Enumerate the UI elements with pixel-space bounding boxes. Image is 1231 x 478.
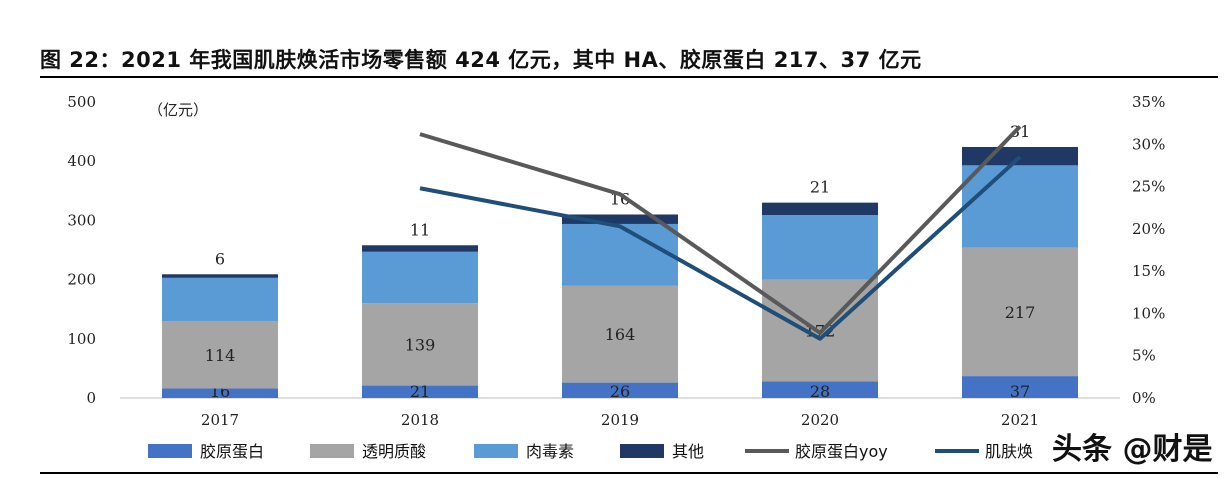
data-label: 217 <box>1005 303 1036 322</box>
y2-tick-label: 20% <box>1132 220 1165 238</box>
series-line <box>419 125 1022 335</box>
bar-segment <box>762 202 878 216</box>
data-label: 11 <box>410 220 430 239</box>
bar-segment <box>362 385 478 398</box>
bar-segment <box>762 215 878 280</box>
y-tick-label: 0 <box>86 389 96 407</box>
data-label: 31 <box>1010 122 1030 141</box>
bar-segment <box>162 388 278 398</box>
data-label: 139 <box>405 335 436 354</box>
data-label: 164 <box>605 325 636 344</box>
y2-tick-label: 5% <box>1132 347 1156 365</box>
bar-segment <box>562 382 678 398</box>
bar-segment <box>162 277 278 322</box>
bar-segment <box>762 381 878 398</box>
x-tick-label: 2021 <box>1001 411 1039 429</box>
y-tick-label: 400 <box>67 152 96 170</box>
watermark: 头条 @财是 <box>1052 432 1213 467</box>
data-label: 37 <box>1010 382 1030 401</box>
y-tick-label: 500 <box>67 93 96 111</box>
data-label: 114 <box>205 346 236 365</box>
y2-tick-label: 0% <box>1132 389 1156 407</box>
legend-label: 肉毒素 <box>526 442 574 461</box>
x-tick-label: 2017 <box>201 411 239 429</box>
x-tick-label: 2020 <box>801 411 839 429</box>
bar-segment <box>562 285 678 383</box>
bar-segment <box>962 247 1078 377</box>
unit-label: （亿元） <box>148 101 208 119</box>
legend-swatch <box>474 444 518 458</box>
data-label: 21 <box>810 178 830 197</box>
y2-tick-label: 15% <box>1132 262 1165 280</box>
y2-tick-label: 30% <box>1132 135 1165 153</box>
legend-swatch <box>148 444 192 458</box>
y-tick-label: 300 <box>67 211 96 229</box>
bar-segment <box>562 214 678 224</box>
legend-label: 透明质酸 <box>362 442 426 461</box>
chart-title: 图 22：2021 年我国肌肤焕活市场零售额 424 亿元，其中 HA、胶原蛋白… <box>40 48 922 72</box>
x-tick-label: 2019 <box>601 411 639 429</box>
title-rule <box>40 76 1218 78</box>
legend-swatch <box>620 444 664 458</box>
bar-segment <box>562 223 678 286</box>
bottom-rule <box>40 472 1218 474</box>
legend-label: 其他 <box>672 442 704 461</box>
bar-segment <box>962 146 1078 166</box>
legend-label: 胶原蛋白yoy <box>795 442 888 461</box>
bar-segment <box>362 251 478 304</box>
data-label: 6 <box>215 249 225 268</box>
bar-segment <box>962 376 1078 398</box>
legend-label: 胶原蛋白 <box>200 442 264 461</box>
bar-segment <box>162 321 278 389</box>
y2-tick-label: 10% <box>1132 304 1165 322</box>
data-label: 21 <box>410 382 430 401</box>
legend-swatch <box>310 444 354 458</box>
series-line <box>419 155 1022 341</box>
y-tick-label: 200 <box>67 271 96 289</box>
bar-segment <box>362 245 478 252</box>
bar-segment <box>162 274 278 278</box>
y-tick-label: 100 <box>67 330 96 348</box>
data-label: 28 <box>810 382 830 401</box>
legend-label: 肌肤焕 <box>985 442 1033 461</box>
bar-segment <box>962 165 1078 248</box>
y2-tick-label: 25% <box>1132 178 1165 196</box>
bar-segment <box>362 303 478 386</box>
x-tick-label: 2018 <box>401 411 439 429</box>
data-label: 26 <box>610 382 630 401</box>
y2-tick-label: 35% <box>1132 93 1165 111</box>
